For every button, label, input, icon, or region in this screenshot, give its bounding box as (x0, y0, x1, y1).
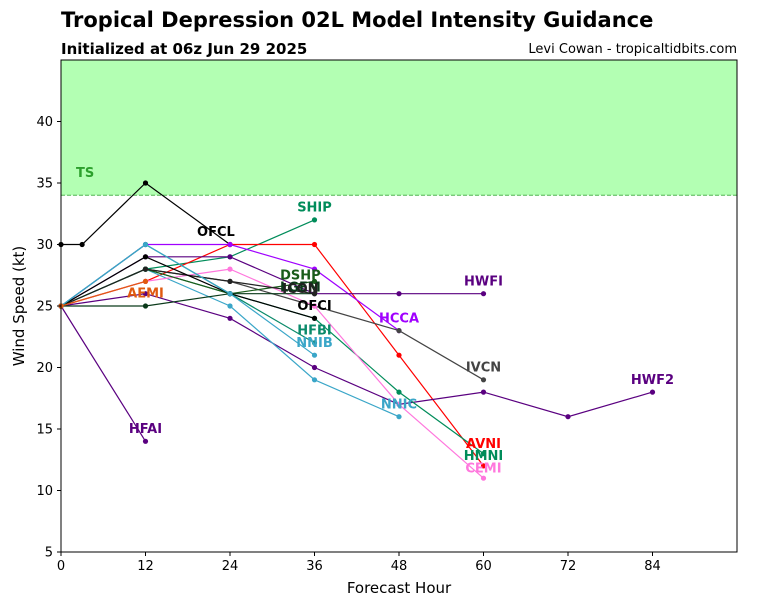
series-label-nnic: NNIC (381, 397, 417, 412)
data-point-hwfi (480, 291, 487, 297)
y-tick-label: 15 (36, 423, 53, 438)
series-line-ofcl (61, 182, 231, 246)
data-point-hwf2 (227, 315, 233, 321)
y-axis-label: Wind Speed (kt) (10, 246, 28, 367)
series-hmni (58, 266, 487, 457)
series-line-lgem (61, 293, 315, 307)
data-point-nnic (396, 414, 402, 420)
data-point-nnic (227, 303, 233, 309)
series-line-hwfi (60, 256, 484, 307)
y-tick-label: 20 (36, 361, 53, 376)
series-label-hwfi: HWFI (464, 274, 503, 289)
series-label-cemi: CEMI (465, 461, 501, 476)
x-tick-label: 36 (306, 559, 323, 574)
data-point-ofci (142, 254, 149, 260)
data-point-hmni (396, 389, 402, 395)
series-line-hfai (60, 305, 147, 442)
data-point-ivcn (480, 377, 487, 383)
series-label-hfbi: HFBI (297, 324, 332, 339)
x-tick-label: 72 (560, 559, 577, 574)
series-label-hmni: HMNI (464, 449, 504, 464)
series-line-aemi (60, 280, 146, 307)
series-label-nnib: NNIB (296, 336, 333, 351)
series-line-nnib (60, 243, 315, 356)
series-label-ofci: OFCI (297, 299, 331, 314)
ts-label: TS (76, 166, 94, 181)
data-point-hwf2 (649, 389, 656, 395)
data-point-nnib (142, 241, 149, 248)
data-point-avni (396, 352, 402, 358)
data-point-icon (227, 278, 233, 284)
series-label-ship: SHIP (297, 201, 332, 216)
data-point-avni (311, 241, 318, 248)
data-point-ship (311, 217, 318, 223)
data-point-cemi (227, 266, 233, 272)
data-point-hwf2 (311, 364, 318, 371)
data-point-cemi (396, 401, 402, 407)
y-tick-label: 40 (36, 115, 53, 130)
ts-region (61, 60, 737, 196)
series-label-dshp: DSHP (280, 268, 321, 283)
series-label-icon: ICON (282, 282, 318, 297)
x-tick-label: 0 (57, 559, 65, 574)
data-point-ofcl (79, 241, 85, 248)
series-label-aemi: AEMI (127, 287, 164, 302)
y-tick-label: 10 (36, 484, 53, 499)
x-tick-label: 48 (391, 559, 408, 574)
x-axis-label: Forecast Hour (347, 579, 452, 597)
data-point-hcca (311, 266, 318, 272)
y-tick-label: 30 (36, 238, 53, 253)
data-point-nnib (311, 352, 318, 358)
series-label-lgem: LGEM (280, 281, 321, 296)
data-point-nnib (227, 291, 233, 297)
y-tick-label: 35 (36, 177, 53, 192)
data-point-lgem (142, 303, 149, 309)
x-tick-label: 84 (644, 559, 661, 574)
data-point-hwf2 (480, 389, 487, 395)
series-line-hwf2 (60, 293, 653, 418)
data-point-hwf2 (565, 414, 571, 420)
series-nnic (58, 266, 402, 420)
data-point-hwfi (396, 291, 402, 297)
series-hwfi (58, 254, 487, 309)
series-label-hfai: HFAI (129, 422, 162, 437)
data-point-hwfi (227, 254, 233, 260)
data-point-hfbi (311, 340, 318, 346)
y-tick-label: 5 (45, 546, 53, 561)
series-label-avni: AVNI (466, 437, 501, 452)
x-tick-label: 60 (475, 559, 492, 574)
data-point-ofci (311, 315, 318, 321)
data-point-avni (480, 463, 487, 469)
series-line-ofci (60, 256, 315, 319)
data-point-icon (142, 266, 149, 272)
x-tick-label: 12 (137, 559, 154, 574)
y-tick-label: 25 (36, 300, 53, 315)
data-point-ivcn (396, 328, 402, 334)
data-point-icon (311, 291, 318, 297)
data-point-hfai (142, 438, 149, 444)
data-point-dshp (311, 278, 318, 284)
chart-subtitle: Initialized at 06z Jun 29 2025 (61, 40, 308, 58)
data-point-nnic (311, 377, 318, 383)
data-point-cemi (311, 303, 318, 309)
series-label-hwf2: HWF2 (631, 373, 674, 388)
x-tick-label: 24 (222, 559, 239, 574)
series-aemi (58, 278, 149, 309)
data-point-hcca (227, 241, 233, 248)
series-cemi (58, 266, 487, 481)
data-point-ofcl (142, 180, 149, 186)
data-point-cemi (480, 475, 487, 481)
series-label-ofcl: OFCL (197, 225, 235, 240)
data-point-hwf2 (142, 291, 149, 297)
series-line-cemi (60, 268, 484, 479)
data-point-aemi (142, 278, 149, 284)
series-label-hcca: HCCA (379, 311, 419, 326)
chart-credit: Levi Cowan - tropicaltidbits.com (528, 42, 737, 57)
series-label-ivcn: IVCN (466, 361, 501, 376)
chart-title: Tropical Depression 02L Model Intensity … (61, 8, 654, 32)
data-point-hmni (480, 451, 487, 457)
